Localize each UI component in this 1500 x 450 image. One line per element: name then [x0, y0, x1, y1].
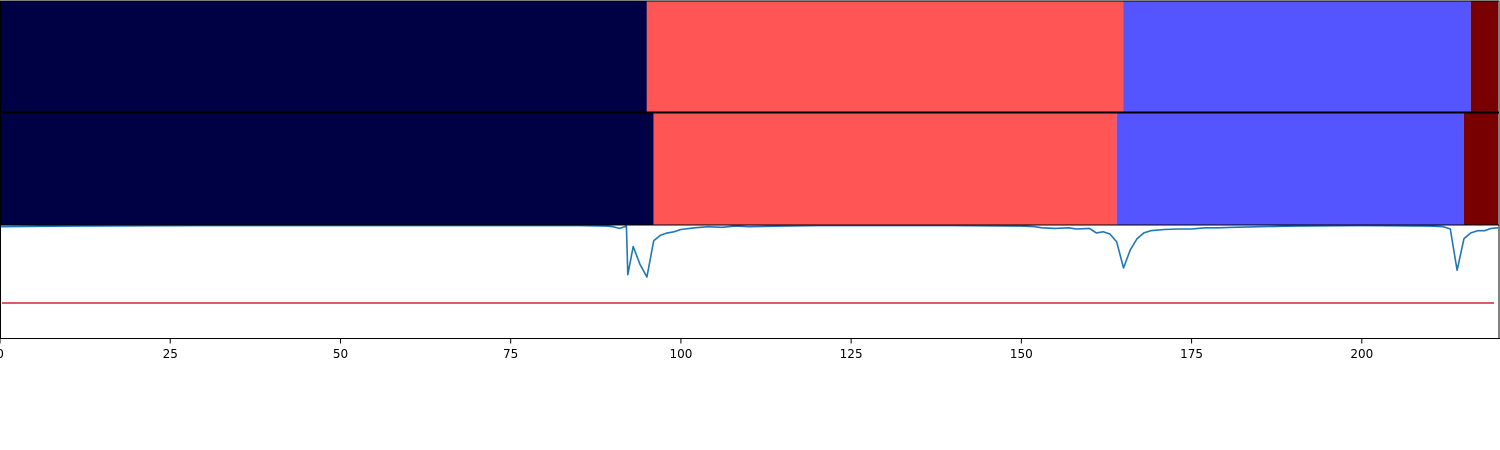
top-segment-1 [646, 1, 1124, 112]
x-axis: 0 25 50 75 100 125 150 175 200 [0, 338, 1373, 361]
top-segment-3 [1470, 1, 1498, 112]
x-tick-label-175: 175 [1180, 347, 1203, 361]
middle-segment-1 [653, 113, 1117, 225]
line-plot-panel [0, 224, 1500, 338]
x-tick-label-50: 50 [333, 347, 348, 361]
x-tick-label-200: 200 [1350, 347, 1373, 361]
top-segment-2 [1123, 1, 1471, 112]
middle-strip-frame [0, 112, 1500, 226]
x-tick-label-100: 100 [669, 347, 692, 361]
x-tick-label-0: 0 [0, 347, 4, 361]
x-tick-label-25: 25 [163, 347, 178, 361]
top-strip-frame [0, 0, 1500, 113]
middle-segment-2 [1116, 113, 1464, 225]
middle-segment-strip [0, 113, 1498, 225]
middle-segment-3 [1463, 113, 1498, 225]
x-tick-label-125: 125 [840, 347, 863, 361]
top-segment-0 [0, 1, 647, 112]
x-tick-label-75: 75 [503, 347, 518, 361]
x-tick-label-150: 150 [1010, 347, 1033, 361]
score-series-line [0, 224, 1499, 278]
top-segment-strip [0, 1, 1498, 112]
line-plot-background [0, 225, 1500, 338]
middle-segment-0 [0, 113, 654, 225]
